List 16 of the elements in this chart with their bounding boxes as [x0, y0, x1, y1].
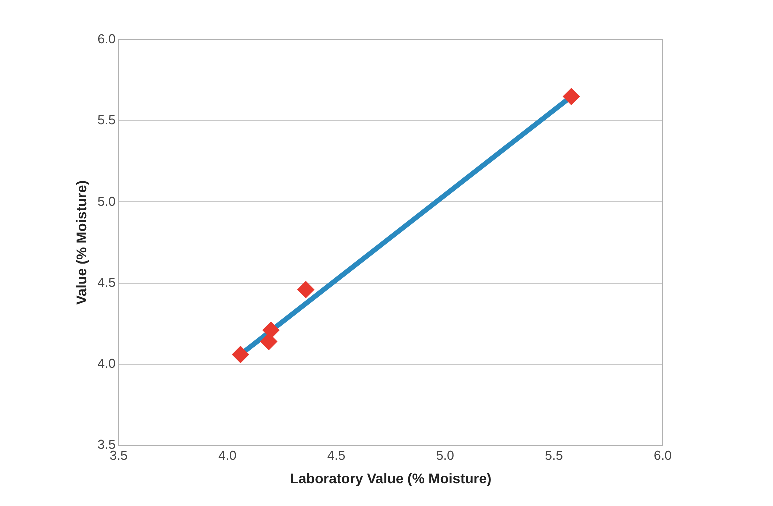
point — [262, 322, 280, 339]
y-tick-label: 4.5 — [98, 274, 116, 290]
point — [232, 346, 250, 364]
y-tick-label: 5.0 — [98, 194, 116, 209]
point — [563, 88, 580, 106]
x-tick-label: 5.5 — [545, 448, 564, 463]
x-tick-label: 6.0 — [654, 448, 672, 463]
point — [298, 281, 315, 298]
y-tick-label: 6.0 — [98, 32, 116, 47]
x-axis-title: Laboratory Value (% Moisture) — [290, 470, 492, 486]
y-axis-title: Value (% Moisture) — [73, 180, 90, 306]
x-tick-label: 5.0 — [436, 448, 454, 463]
x-tick-label: 4.5 — [327, 448, 346, 463]
y-tick-label: 4.0 — [98, 356, 116, 372]
y-tick-label: 5.5 — [98, 112, 116, 128]
x-tick-label: 4.0 — [218, 448, 237, 463]
